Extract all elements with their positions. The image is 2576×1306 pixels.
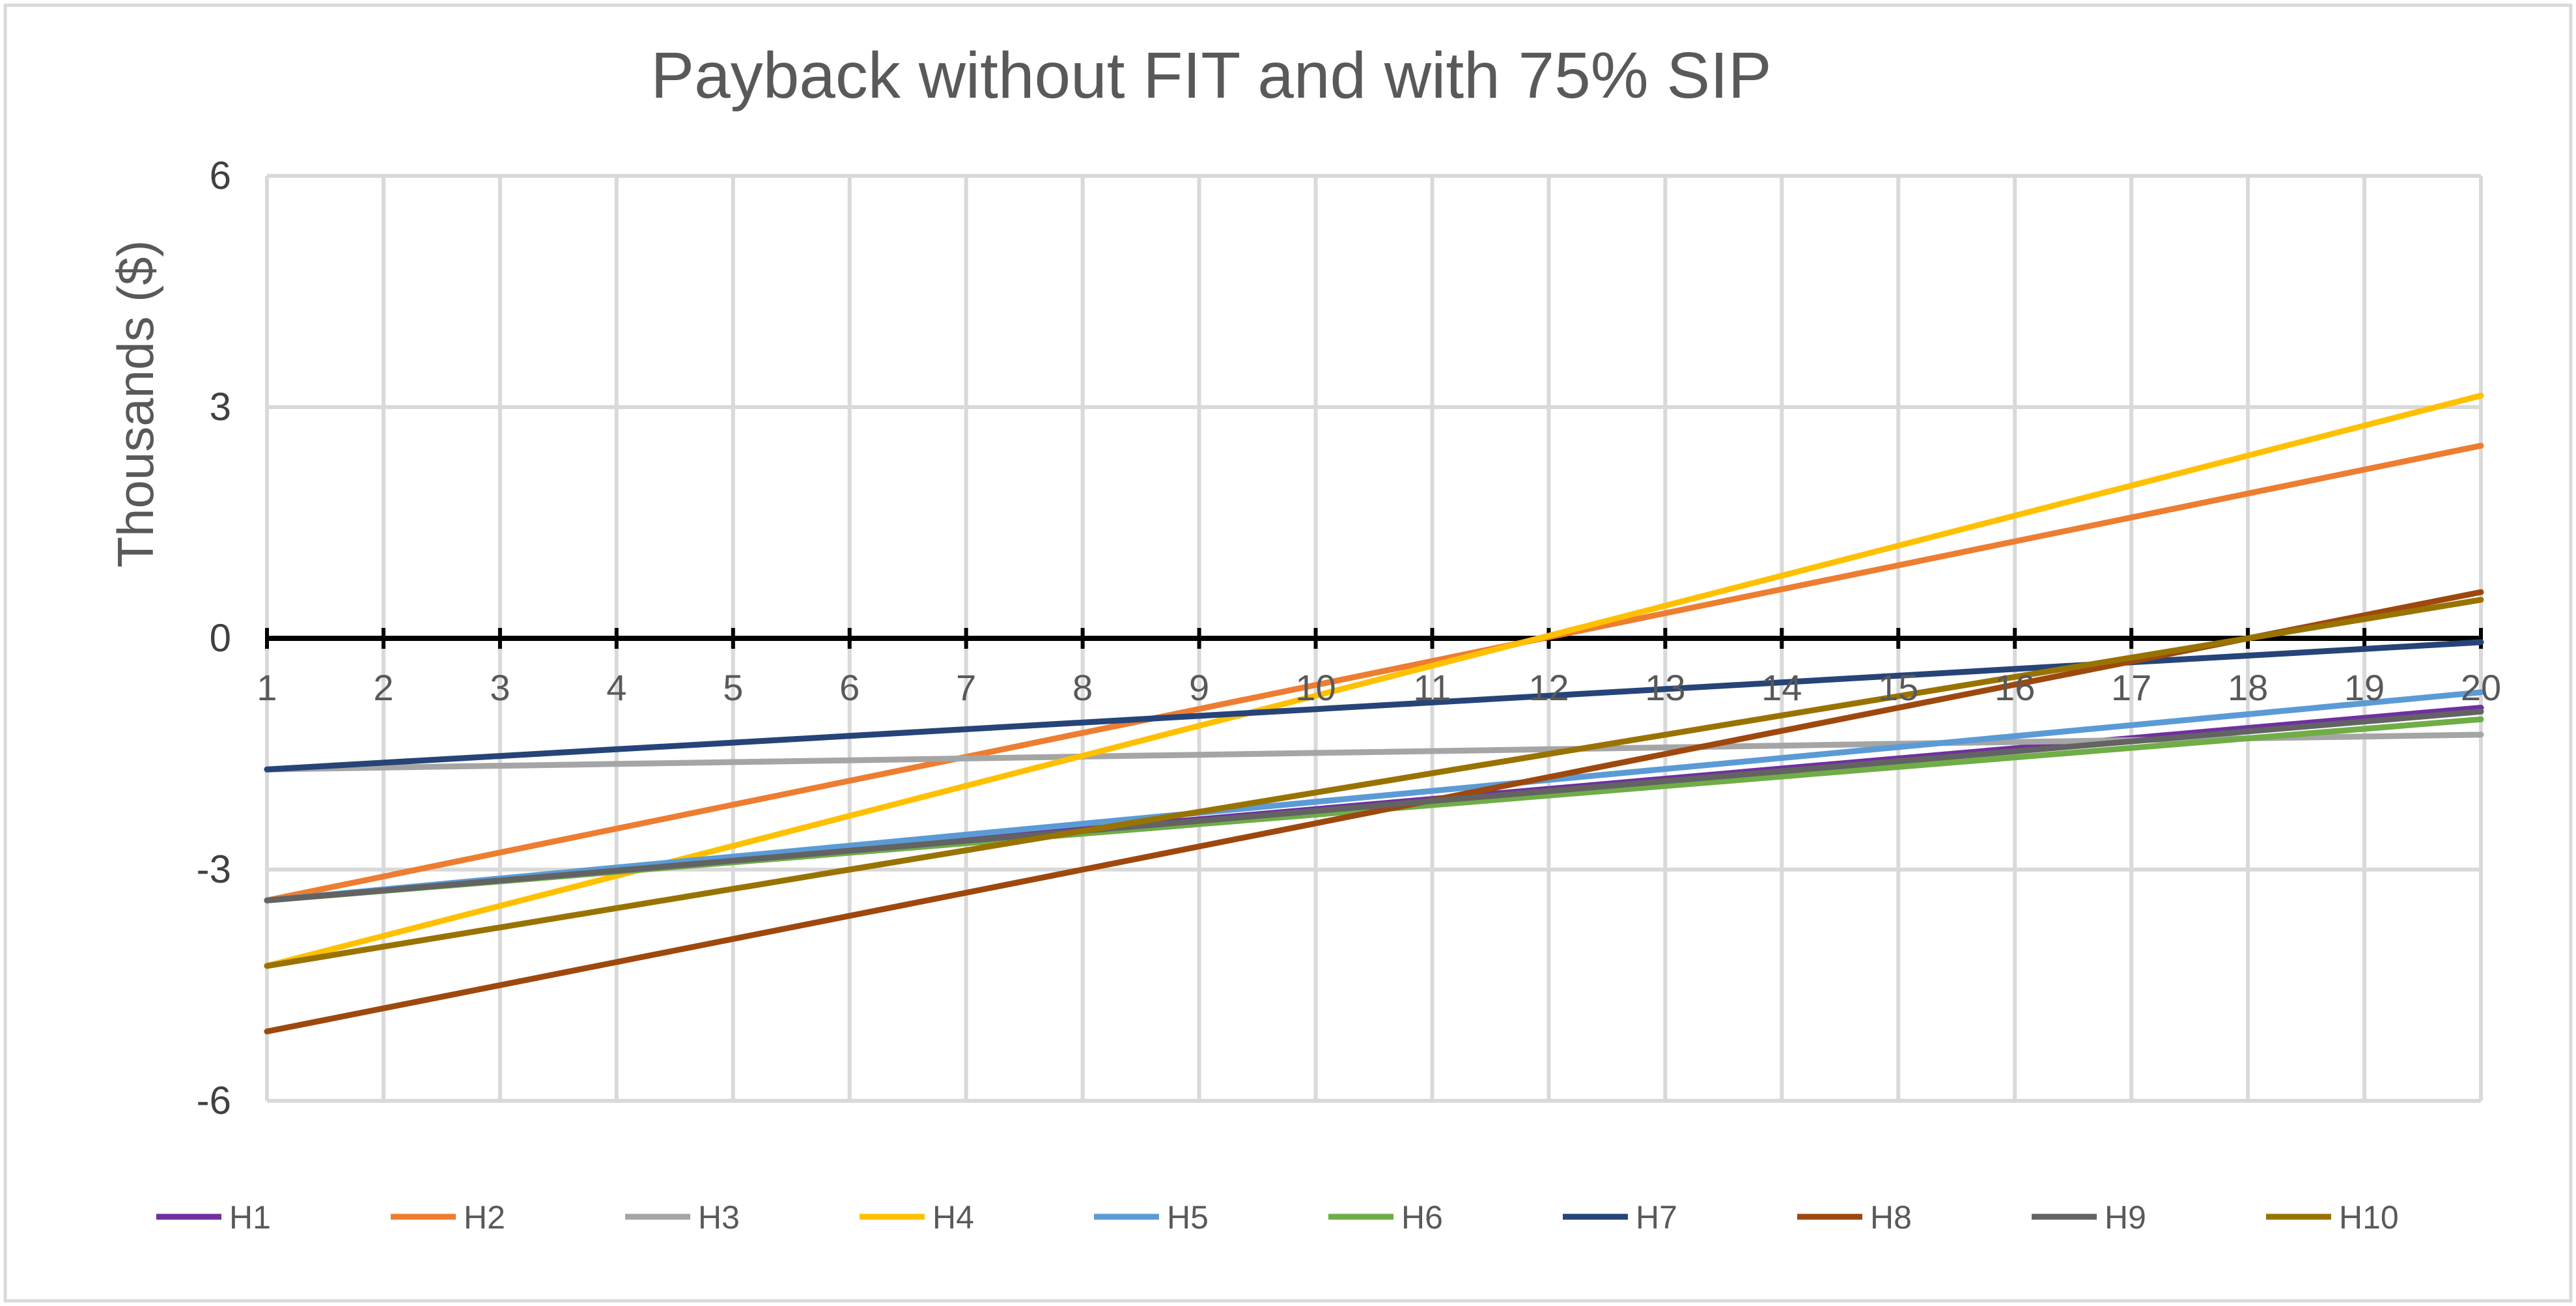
legend-label-h6: H6	[1401, 1199, 1443, 1236]
x-tick-label: 14	[1761, 667, 1802, 708]
legend-label-h8: H8	[1870, 1199, 1912, 1236]
series-line-h9	[264, 708, 2484, 903]
x-tick-label: 5	[723, 667, 743, 708]
x-tick-label: 10	[1295, 667, 1336, 708]
series-line-h2	[264, 442, 2484, 903]
chart-title: Payback without FIT and with 75% SIP	[651, 39, 1771, 112]
series-lines	[264, 392, 2484, 1034]
y-axis-ticks: 6 3 0 -3 -6	[197, 154, 231, 1122]
y-tick-label: -3	[197, 847, 231, 891]
y-tick-label: 3	[210, 385, 231, 429]
x-axis	[265, 628, 2483, 649]
x-tick-label: 7	[956, 667, 976, 708]
legend-label-h9: H9	[2105, 1199, 2146, 1236]
series-line-h10	[264, 597, 2484, 969]
legend-label-h7: H7	[1636, 1199, 1677, 1236]
x-tick-label: 6	[839, 667, 860, 708]
x-tick-label: 3	[490, 667, 510, 708]
y-axis-label: Thousands ($)	[107, 240, 164, 568]
x-tick-label: 19	[2344, 667, 2385, 708]
y-tick-label: -6	[197, 1079, 231, 1122]
x-tick-label: 8	[1072, 667, 1093, 708]
series-line-h8	[264, 589, 2484, 1034]
y-tick-label: 6	[210, 154, 231, 197]
legend-label-h3: H3	[698, 1199, 740, 1236]
x-tick-label: 15	[1878, 667, 1918, 708]
x-tick-label: 4	[606, 667, 626, 708]
x-tick-label: 13	[1645, 667, 1685, 708]
y-tick-label: 0	[210, 616, 231, 660]
x-tick-label: 11	[1413, 667, 1451, 708]
legend-label-h10: H10	[2339, 1199, 2399, 1236]
x-tick-label: 18	[2228, 667, 2268, 708]
x-tick-label: 12	[1528, 667, 1569, 708]
x-tick-label: 1	[257, 667, 277, 708]
x-tick-label: 2	[373, 667, 393, 708]
legend-label-h1: H1	[229, 1199, 271, 1236]
x-tick-label: 17	[2111, 667, 2151, 708]
x-tick-label: 16	[1995, 667, 2035, 708]
legend: H1 H2 H3 H4 H5 H6 H7 H8 H9 H10	[156, 1199, 2399, 1236]
legend-label-h5: H5	[1167, 1199, 1209, 1236]
x-axis-ticks: 1 2 3 4 5 6 7 8 9 10 11 12 13 14 15 16 17 18 19 20	[257, 667, 2501, 708]
series-line-h5	[264, 689, 2484, 903]
legend-label-h2: H2	[464, 1199, 505, 1236]
x-tick-label: 9	[1189, 667, 1209, 708]
legend-label-h4: H4	[932, 1199, 974, 1236]
x-tick-label: 20	[2461, 667, 2501, 708]
